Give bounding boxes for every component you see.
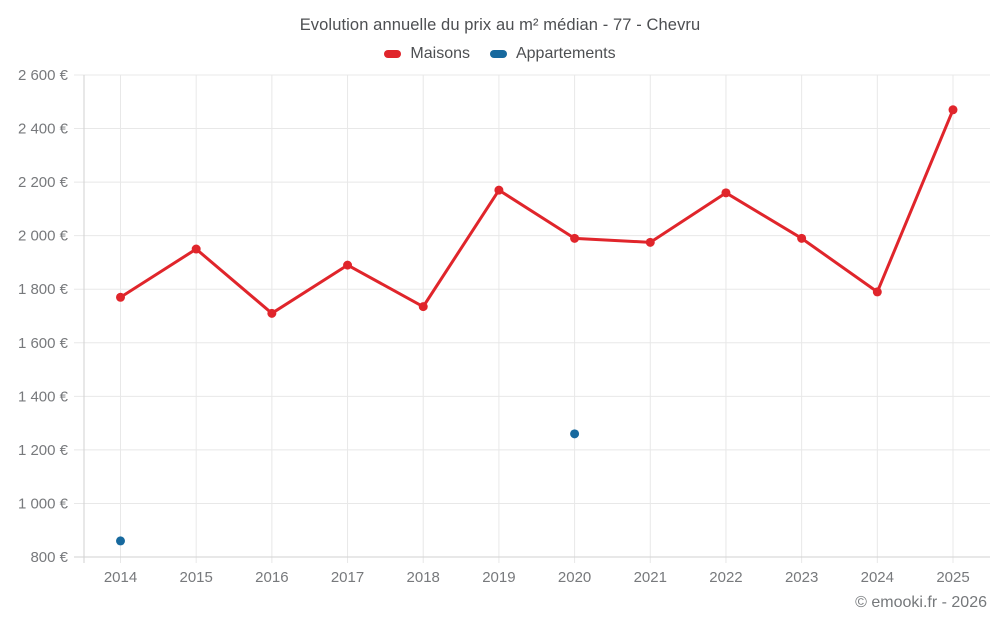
legend-item-appartements[interactable]: Appartements (489, 45, 616, 63)
legend-item-maisons[interactable]: Maisons (384, 45, 470, 63)
legend: Maisons Appartements (0, 45, 1000, 63)
x-axis-tick-label: 2017 (331, 569, 364, 586)
series-line-maisons (194, 247, 274, 315)
x-axis-tick-label: 2021 (634, 569, 667, 586)
data-point-maisons[interactable] (343, 260, 353, 270)
x-axis-tick-label: 2018 (407, 569, 440, 586)
y-axis-tick-label: 1 400 € (18, 388, 69, 405)
x-axis-tick-label: 2025 (936, 569, 969, 586)
data-point-appartements[interactable] (116, 536, 125, 546)
x-axis-tick-label: 2020 (558, 569, 591, 586)
series-line-maisons (875, 108, 955, 294)
data-point-maisons[interactable] (872, 287, 882, 297)
x-axis-tick-label: 2023 (785, 569, 818, 586)
series-line-maisons (346, 263, 425, 309)
x-axis-tick-label: 2019 (482, 569, 515, 586)
legend-label: Maisons (410, 45, 470, 62)
y-axis-tick-label: 800 € (30, 549, 68, 566)
data-point-maisons[interactable] (948, 105, 958, 115)
legend-swatch-icon (384, 50, 402, 58)
data-point-maisons[interactable] (570, 233, 580, 243)
series-line-maisons (497, 188, 577, 240)
y-axis-tick-label: 2 200 € (18, 174, 69, 191)
data-point-appartements[interactable] (570, 429, 580, 439)
series-line-maisons (270, 263, 350, 315)
series-line-maisons (724, 191, 804, 240)
y-axis-tick-label: 1 200 € (18, 442, 69, 459)
legend-swatch-icon (489, 50, 507, 58)
x-axis-tick-label: 2016 (255, 569, 288, 586)
data-point-maisons[interactable] (721, 188, 731, 198)
y-axis-tick-label: 2 000 € (18, 228, 69, 245)
series-line-maisons (648, 191, 728, 244)
x-axis-tick-label: 2015 (179, 569, 212, 586)
data-point-maisons[interactable] (116, 292, 125, 302)
y-axis-tick-label: 1 600 € (18, 335, 69, 352)
chart-title: Evolution annuelle du prix au m² médian … (299, 16, 701, 34)
series-line-maisons (421, 188, 501, 309)
data-point-maisons[interactable] (418, 302, 428, 312)
footer-credit: © emooki.fr - 2026 (855, 594, 987, 611)
data-point-maisons[interactable] (267, 308, 277, 318)
data-point-maisons[interactable] (191, 244, 201, 254)
legend-label: Appartements (515, 45, 616, 62)
x-axis-tick-label: 2022 (709, 569, 742, 586)
y-axis-tick-label: 2 400 € (18, 121, 69, 138)
series-line-maisons (800, 236, 879, 294)
y-axis-tick-label: 1 000 € (18, 495, 69, 512)
series-line-maisons (119, 247, 198, 299)
data-point-maisons[interactable] (494, 185, 504, 195)
x-axis-tick-label: 2014 (104, 569, 137, 586)
x-axis-tick-label: 2024 (861, 569, 894, 586)
y-axis-tick-label: 2 600 € (18, 67, 69, 84)
series-line-maisons (573, 236, 652, 244)
data-point-maisons[interactable] (645, 237, 655, 247)
y-axis-tick-label: 1 800 € (18, 281, 69, 298)
data-point-maisons[interactable] (797, 233, 807, 243)
